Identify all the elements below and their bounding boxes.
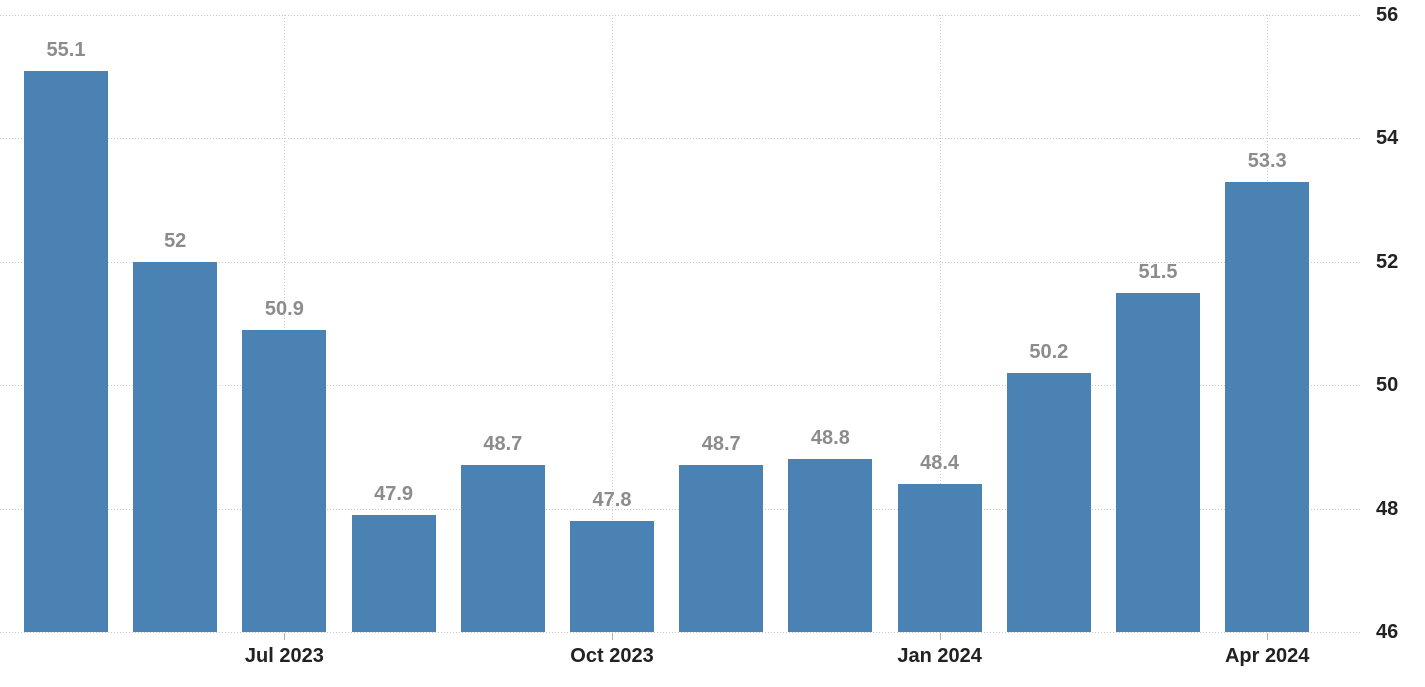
bar-value-label: 53.3 xyxy=(1247,149,1287,172)
bar[interactable] xyxy=(460,465,545,632)
bar-value-label: 48.8 xyxy=(810,427,850,450)
bar[interactable] xyxy=(133,261,218,632)
bar[interactable] xyxy=(1006,372,1091,632)
gridline-horizontal xyxy=(0,261,1360,263)
bar-value-label: 50.9 xyxy=(264,297,304,320)
bar-value-label: 50.2 xyxy=(1029,340,1069,363)
y-axis-tick-label: 56 xyxy=(1376,4,1399,26)
bar-value-label: 47.9 xyxy=(374,482,414,505)
x-axis-tick-mark xyxy=(612,633,613,640)
x-axis-tick-label: Apr 2024 xyxy=(1224,645,1310,667)
gridline-horizontal xyxy=(0,138,1360,140)
bar[interactable] xyxy=(897,483,982,632)
bar-value-label: 48.7 xyxy=(483,433,523,456)
bar-value-label: 52 xyxy=(164,229,187,252)
x-axis-tick-mark xyxy=(284,633,285,640)
x-axis-tick-mark xyxy=(1267,633,1268,640)
y-axis-tick-label: 50 xyxy=(1376,374,1399,397)
gridline-horizontal xyxy=(0,15,1360,16)
bar-value-label: 51.5 xyxy=(1138,260,1178,283)
gridline-vertical xyxy=(940,15,941,632)
bar-value-label: 48.7 xyxy=(701,433,741,456)
gridline-vertical xyxy=(284,15,285,632)
x-axis-tick-label: Jul 2023 xyxy=(244,645,324,667)
x-axis-tick-label: Oct 2023 xyxy=(570,645,654,667)
bar[interactable] xyxy=(351,514,436,632)
y-axis-tick-label: 52 xyxy=(1376,250,1399,273)
bar[interactable] xyxy=(570,520,654,632)
y-axis-tick-label: 46 xyxy=(1376,621,1399,643)
bar[interactable] xyxy=(1116,292,1200,632)
x-axis-tick-mark xyxy=(940,633,941,640)
bar[interactable] xyxy=(242,329,327,632)
bar-value-label: 48.4 xyxy=(920,451,960,474)
bar-value-label: 55.1 xyxy=(46,38,86,61)
y-axis-tick-label: 48 xyxy=(1376,497,1399,520)
bar[interactable] xyxy=(679,465,764,632)
y-axis-tick-label: 54 xyxy=(1376,127,1399,150)
x-axis-tick-label: Jan 2024 xyxy=(897,645,982,667)
gridline-vertical xyxy=(612,15,613,632)
bar[interactable] xyxy=(24,70,108,632)
bar[interactable] xyxy=(1225,181,1310,632)
bar[interactable] xyxy=(788,459,873,632)
gridline-horizontal xyxy=(0,632,1360,633)
bar-value-label: 47.8 xyxy=(592,488,632,511)
gridline-horizontal xyxy=(0,385,1360,387)
